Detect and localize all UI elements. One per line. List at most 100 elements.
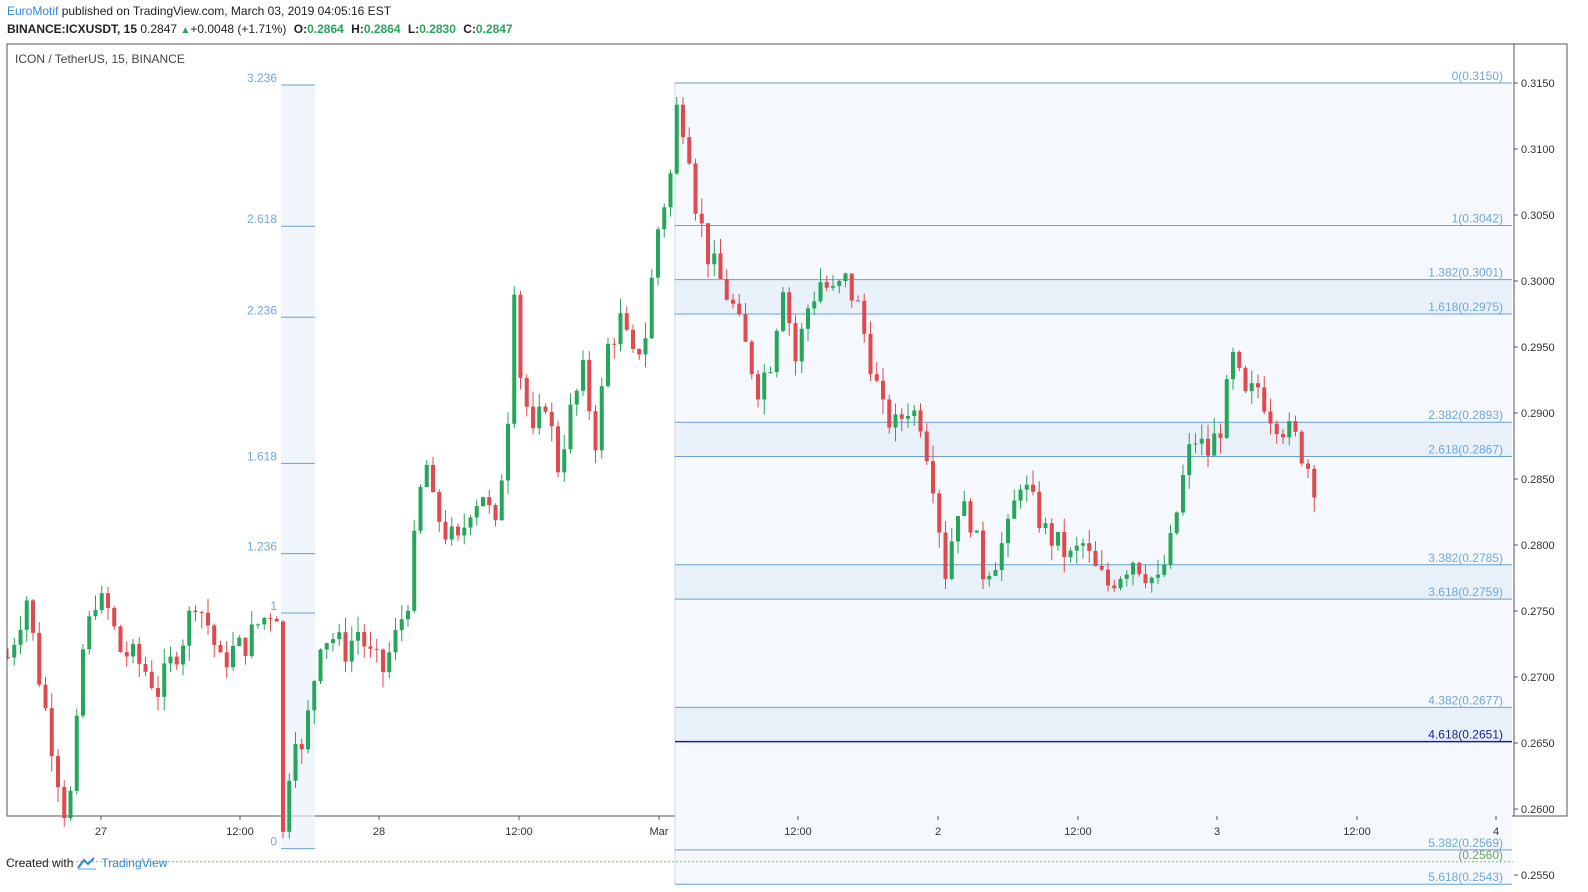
candle-body [693,163,698,214]
tradingview-brand-link[interactable]: TradingView [101,856,168,870]
time-tick-label: 2 [935,826,941,838]
candle-body [931,461,935,494]
candle-body [743,314,748,342]
candle-body [799,328,804,362]
fib-right-zone [675,279,1512,314]
candle-body [237,637,242,646]
candle-body [843,273,848,281]
candle-body [1187,444,1192,476]
candle-body [1024,484,1029,490]
candle-body [749,341,754,375]
candle-body [993,570,998,576]
time-tick-label: Mar [650,826,669,838]
candle-body [93,610,98,617]
candle-body [231,645,235,668]
candle-body [224,652,229,668]
candle-body [106,593,110,609]
last-price: 0.2847 [140,22,178,36]
fib-right-zone [675,422,1512,457]
price-tick-label: 0.2800 [1521,540,1555,552]
candle-body [337,632,342,640]
fib-extension-left[interactable]: 3.236 2.618 2.236 1.618 1.236 1 0 [247,71,315,850]
candle-body [1099,565,1104,570]
fib-left-label: 1 [270,599,277,613]
candle-body [1281,434,1285,438]
candle-body [562,449,567,473]
candle-body [281,621,285,832]
candle-body [581,359,585,391]
candle-body [1137,562,1142,575]
candle-body [956,516,960,542]
candle-body [1149,577,1154,584]
candle-body [531,406,535,429]
candle-body [299,744,304,750]
open-value: 0.2864 [307,22,344,36]
candle-body [124,652,129,657]
candle-body [631,329,635,349]
high-value: 0.2864 [363,22,401,36]
candlestick-series [6,96,1317,839]
candle-body [1106,569,1110,586]
time-axis[interactable]: 27 12:00 28 12:00 Mar 12:00 2 12:00 3 12:00 4 [95,816,1499,838]
low-value: 0.2830 [419,22,456,36]
price-tick-label: 0.2900 [1521,408,1555,420]
price-tick-label: 0.2700 [1521,672,1555,684]
fib-extension-right[interactable]: 0(0.3150)1(0.3042)1.382(0.3001)1.618(0.2… [8,69,1513,885]
candle-body [31,600,35,633]
candle-body [1231,351,1235,380]
candle-body [1012,500,1017,519]
candle-body [924,431,929,462]
candle-body [787,292,792,324]
candle-body [274,618,279,622]
candle-body [712,253,717,265]
candle-body [137,643,142,664]
candle-body [456,526,460,536]
time-tick-label: 12:00 [1064,826,1092,838]
candle-body [431,464,435,493]
candle-body [968,501,973,533]
fib-right-label: 2.618(0.2867) [1428,443,1503,457]
candle-body [499,480,504,521]
candle-body [649,277,654,339]
candle-body [618,313,623,345]
candle-body [912,410,917,416]
time-tick-label: 12:00 [226,826,254,838]
candle-body [218,644,223,653]
fib-right-label: 2.382(0.2893) [1428,408,1503,422]
candle-body [37,632,42,685]
candle-body [606,343,610,387]
candle-body [549,411,554,427]
candle-body [893,414,898,428]
candle-body [1168,533,1173,565]
candle-body [1262,387,1267,412]
fib-right-label: 3.382(0.2785) [1428,551,1503,565]
candle-body [437,492,442,522]
candle-body [699,213,704,224]
low-label: L: [407,22,420,36]
fib-left-label: 1.618 [247,449,277,463]
candle-body [424,464,429,488]
fib-right-label: 1.382(0.3001) [1428,266,1503,280]
candle-body [812,301,817,309]
candle-body [1162,564,1167,575]
candle-body [1249,383,1254,392]
candle-body [918,410,923,432]
candle-body [624,313,629,330]
candle-body [862,300,867,334]
candle-body [118,626,123,653]
candle-body [1206,438,1210,456]
author-link[interactable]: EuroMotif [7,4,59,18]
candle-body [793,323,798,362]
fib-left-label: 2.236 [247,303,277,317]
candle-body [1256,383,1260,388]
candle-body [731,299,735,304]
candle-body [1156,574,1160,578]
fib-right-label: 4.382(0.2677) [1428,693,1503,707]
candle-body [199,612,204,614]
candle-body [287,780,292,832]
candle-body [356,632,360,641]
price-axis[interactable]: 0.3150 0.3100 0.3050 0.3000 0.2950 0.2900 0.28… [1514,78,1555,882]
candle-body [512,294,517,424]
price-tick-label: 0.3150 [1521,78,1555,90]
